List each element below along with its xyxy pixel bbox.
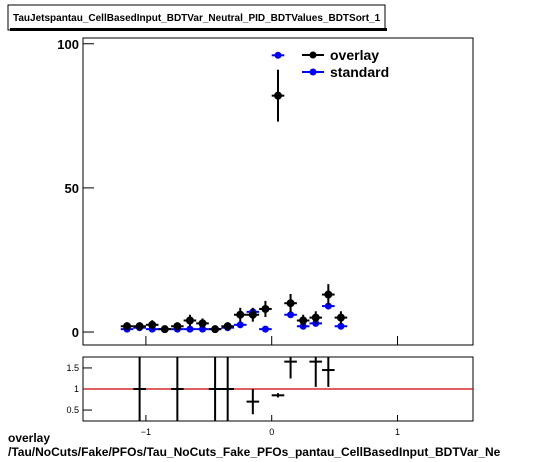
point bbox=[223, 322, 232, 331]
point bbox=[311, 313, 320, 322]
x-tick-label: −1 bbox=[141, 427, 151, 437]
x-tick-label: 1 bbox=[395, 427, 400, 437]
point bbox=[160, 325, 169, 334]
point bbox=[236, 310, 245, 319]
point bbox=[211, 325, 220, 334]
x-label-path: /Tau/NoCuts/Fake/PFOs/Tau_NoCuts_Fake_PF… bbox=[8, 445, 501, 459]
point bbox=[336, 313, 345, 322]
point bbox=[248, 310, 257, 319]
chart-title: TauJetspantau_CellBasedInput_BDTVar_Neut… bbox=[13, 13, 381, 24]
point bbox=[287, 311, 295, 319]
main-frame bbox=[82, 37, 474, 346]
point bbox=[274, 51, 282, 59]
y-tick-label: 50 bbox=[65, 181, 79, 196]
point bbox=[324, 290, 333, 299]
point bbox=[261, 325, 269, 333]
y-tick-label: 0 bbox=[72, 325, 79, 340]
point bbox=[135, 322, 144, 331]
title-shadow bbox=[10, 28, 387, 31]
point bbox=[186, 325, 194, 333]
point bbox=[199, 325, 207, 333]
point bbox=[185, 316, 194, 325]
point bbox=[198, 319, 207, 328]
point bbox=[123, 322, 132, 331]
ratio-y-tick-label: 1 bbox=[74, 384, 79, 394]
point bbox=[337, 322, 345, 330]
ratio-y-tick-label: 1.5 bbox=[66, 363, 79, 373]
title-box bbox=[7, 4, 386, 31]
ratio-y-tick-label: 0.5 bbox=[66, 405, 79, 415]
point bbox=[261, 304, 270, 313]
point bbox=[236, 321, 244, 329]
x-tick-label: 0 bbox=[269, 427, 274, 437]
point bbox=[173, 322, 182, 331]
point bbox=[299, 316, 308, 325]
legend-marker bbox=[309, 68, 317, 76]
x-label: overlay bbox=[8, 431, 50, 445]
point bbox=[274, 91, 282, 100]
point bbox=[286, 299, 295, 308]
legend-label: standard bbox=[330, 64, 389, 80]
legend-label: overlay bbox=[330, 47, 379, 63]
point bbox=[324, 302, 332, 310]
y-tick-label: 100 bbox=[57, 37, 79, 52]
point bbox=[148, 320, 157, 329]
legend-marker bbox=[309, 51, 317, 59]
